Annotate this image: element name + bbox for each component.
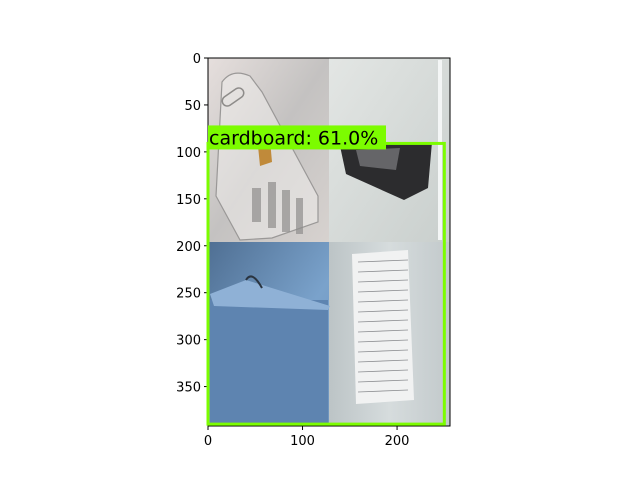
paper-line (357, 339, 409, 343)
paper-sheet (352, 250, 414, 404)
bag-print-mark (268, 182, 276, 228)
y-tick-label: 100 (176, 146, 201, 161)
paper-line (357, 349, 409, 353)
box-front (210, 300, 328, 426)
paper-line (357, 329, 409, 333)
y-tick-label: 50 (184, 99, 201, 114)
detections: cardboard: 61.0% (206, 125, 446, 426)
y-tick-label: 350 (176, 381, 201, 396)
y-tick-label: 300 (176, 334, 201, 349)
bag-handle-hole (221, 87, 245, 107)
paper-line (357, 379, 409, 383)
bag-print-mark (296, 198, 303, 234)
paper-line (357, 359, 409, 363)
paper-line (357, 299, 409, 303)
bag-print-mark (252, 188, 261, 222)
paper-line (357, 279, 409, 283)
paper-line (357, 369, 409, 373)
y-tick-label: 250 (176, 287, 201, 302)
y-tick-label: 200 (176, 240, 201, 255)
foil-glare (356, 148, 400, 170)
paper-line (357, 259, 409, 263)
detection-label-bg (208, 125, 386, 150)
paper-line (357, 389, 409, 393)
foil-edge-highlight (438, 60, 442, 240)
paper-line (357, 269, 409, 273)
photo-details (210, 60, 442, 426)
axis-ticks: 0 100 200 0 50 100 150 200 250 300 350 (176, 52, 409, 449)
x-tick-label: 100 (290, 434, 315, 449)
y-tick-label: 150 (176, 193, 201, 208)
y-tick-label: 0 (193, 52, 201, 67)
box-shadow-line (245, 275, 263, 289)
x-tick-label: 0 (204, 434, 212, 449)
paper-line (357, 319, 409, 323)
paper-line (357, 309, 409, 313)
x-tick-label: 200 (385, 434, 410, 449)
paper-line (357, 289, 409, 293)
box-flap (210, 280, 330, 310)
detection-label: cardboard: 61.0% (209, 127, 378, 149)
bag-print-mark (282, 190, 290, 232)
